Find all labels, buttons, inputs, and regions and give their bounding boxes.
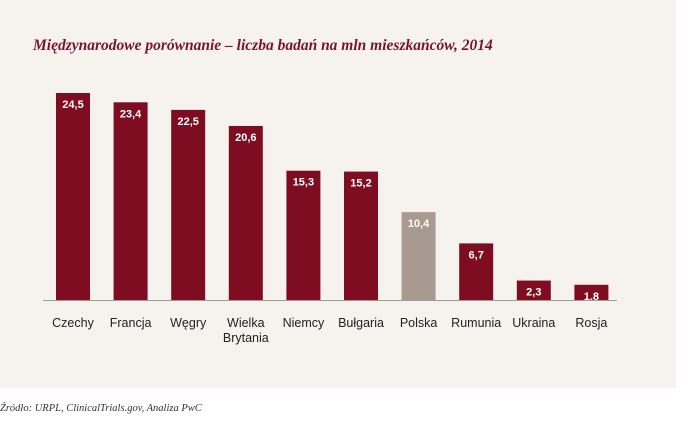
value-label-czechy: 24,5 xyxy=(62,99,83,111)
bar-niemcy xyxy=(286,170,321,300)
category-label-bulgaria: Bułgaria xyxy=(338,316,384,330)
bar-rumunia xyxy=(459,243,494,300)
category-label-wielka-brytania: Wielka xyxy=(227,316,265,330)
category-label-rumunia: Rumunia xyxy=(451,316,501,330)
bar-ukraina xyxy=(516,280,551,300)
chart-panel xyxy=(0,0,676,388)
bar-polska xyxy=(401,212,436,300)
bar-rosja xyxy=(574,284,609,300)
chart-title: Międzynarodowe porównanie – liczba badań… xyxy=(33,37,493,54)
bar-bulgaria xyxy=(344,171,378,300)
category-label-francja: Francja xyxy=(110,316,152,330)
value-label-polska: 10,4 xyxy=(408,218,430,230)
category-label-wielka-brytania: Brytania xyxy=(223,331,269,345)
value-label-ukraina: 2,3 xyxy=(526,287,541,299)
value-label-bulgaria: 15,2 xyxy=(350,178,371,190)
bar-czechy xyxy=(56,93,90,300)
value-label-niemcy: 15,3 xyxy=(293,177,314,189)
value-label-rosja: 1,8 xyxy=(584,291,599,303)
category-label-czechy: Czechy xyxy=(52,316,94,330)
category-label-ukraina: Ukraina xyxy=(512,316,555,330)
value-label-rumunia: 6,7 xyxy=(469,249,484,261)
value-label-wegry: 22,5 xyxy=(177,116,198,128)
category-label-polska: Polska xyxy=(400,316,438,330)
bar-francja xyxy=(113,102,148,300)
bar-chart: 24,5 Czechy 23,4 Francja 22,5 Węgry 20,6 Wielka… xyxy=(43,93,617,345)
source-note: Źródło: URPL, ClinicalTrials.gov, Analiz… xyxy=(0,403,202,414)
category-label-wegry: Węgry xyxy=(170,316,207,330)
category-label-rosja: Rosja xyxy=(575,316,607,330)
category-label-niemcy: Niemcy xyxy=(283,316,325,330)
bar-wielka-brytania xyxy=(228,125,263,300)
bar-wegry xyxy=(171,109,206,301)
value-label-francja: 23,4 xyxy=(120,108,142,120)
value-label-wielka-brytania: 20,6 xyxy=(235,132,256,144)
